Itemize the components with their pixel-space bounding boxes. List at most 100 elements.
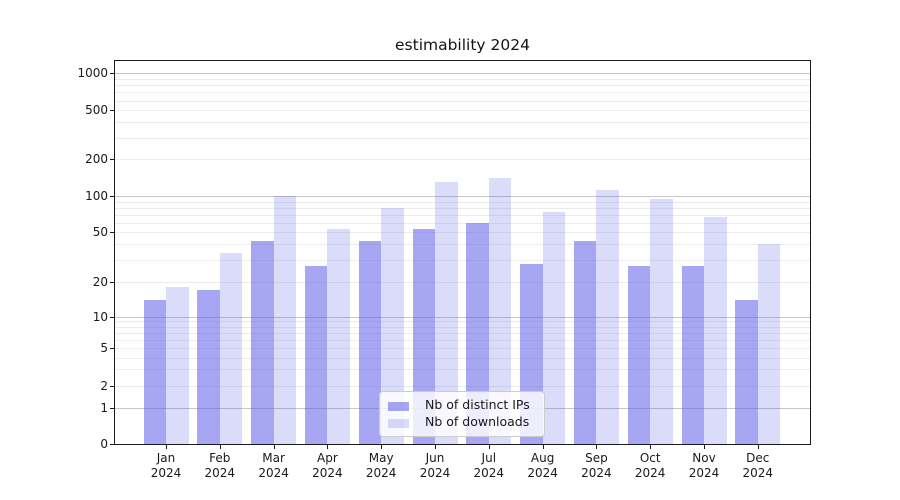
chart-title: estimability 2024: [395, 36, 530, 54]
x-tick-mark-apr: [327, 445, 329, 449]
x-tick-mark-feb: [219, 445, 221, 449]
legend: Nb of distinct IPs Nb of downloads: [379, 391, 545, 437]
bar-downloads-jan: [166, 287, 189, 444]
legend-swatch-distinct-ips: [388, 402, 409, 411]
bar-ips-sep: [573, 240, 597, 444]
x-tick-mark-oct: [650, 445, 652, 449]
gridline-major-1000: [115, 73, 810, 75]
y-tick-label-50: 50: [92, 225, 108, 240]
x-tick-label-feb: Feb 2024: [204, 451, 236, 480]
gridline-minor-7: [115, 332, 810, 334]
bar-downloads-apr: [327, 229, 350, 444]
gridline-minor-900: [115, 78, 810, 80]
bar-ips-dec: [735, 299, 758, 444]
y-tick-mark-500: [110, 110, 114, 112]
x-tick-label-may: May 2024: [365, 451, 397, 480]
y-tick-label-1: 1: [100, 400, 108, 415]
bar-ips-jul: [466, 222, 489, 444]
y-tick-mark-2: [110, 386, 114, 387]
gridline-minor-70: [115, 214, 810, 216]
x-tick-mark-nov: [704, 445, 705, 449]
gridline-minor-2: [115, 386, 810, 387]
gridline-minor-600: [115, 100, 810, 102]
bar-downloads-oct: [650, 198, 673, 444]
gridline-minor-3: [115, 369, 810, 371]
bar-downloads-mar: [273, 196, 297, 444]
legend-row-distinct-ips: Nb of distinct IPs: [380, 397, 544, 416]
legend-swatch-downloads: [388, 419, 409, 428]
x-tick-label-apr: Apr 2024: [312, 451, 343, 480]
bar-downloads-aug: [542, 211, 566, 444]
gridline-minor-40: [115, 244, 810, 246]
gridline-minor-500: [115, 110, 810, 112]
x-tick-label-dec: Dec 2024: [742, 451, 774, 480]
y-tick-label-5: 5: [100, 341, 108, 356]
x-tick-label-jan: Jan 2024: [150, 451, 182, 480]
y-tick-mark-200: [110, 159, 114, 161]
y-tick-label-20: 20: [92, 275, 108, 289]
gridline-minor-400: [115, 122, 810, 124]
y-tick-label-0: 0: [100, 437, 108, 451]
x-tick-mark-may: [381, 445, 383, 449]
bar-downloads-may: [381, 207, 404, 444]
y-tick-mark-1000: [110, 73, 114, 75]
y-tick-mark-50: [110, 232, 114, 234]
x-tick-label-sep: Sep 2024: [581, 451, 612, 480]
gridline-major-100: [115, 196, 810, 197]
gridline-minor-8: [115, 326, 810, 328]
gridline-minor-800: [115, 85, 810, 87]
y-tick-label-1000: 1000: [77, 66, 108, 81]
bar-ips-jun: [412, 229, 435, 444]
gridline-minor-9: [115, 321, 810, 323]
y-tick-label-2: 2: [100, 379, 108, 393]
x-tick-label-jul: Jul 2024: [473, 451, 505, 480]
gridline-minor-30: [115, 260, 810, 261]
y-tick-label-200: 200: [85, 152, 108, 167]
x-tick-mark-jul: [488, 445, 490, 449]
bar-downloads-dec: [757, 244, 781, 444]
x-tick-mark-jan: [166, 445, 167, 449]
y-tick-label-10: 10: [92, 309, 108, 324]
gridline-minor-6: [115, 339, 810, 341]
bar-downloads-jul: [488, 178, 512, 444]
y-tick-label-100: 100: [85, 189, 108, 203]
x-tick-label-jun: Jun 2024: [419, 451, 451, 480]
bar-downloads-jun: [435, 182, 458, 444]
x-tick-label-nov: Nov 2024: [688, 451, 720, 480]
y-tick-mark-10: [110, 316, 114, 318]
y-tick-mark-1: [110, 407, 114, 409]
bar-ips-mar: [251, 240, 274, 444]
x-tick-label-aug: Aug 2024: [527, 451, 558, 480]
bar-ips-oct: [627, 265, 651, 444]
bar-downloads-sep: [596, 189, 619, 444]
bar-downloads-feb: [219, 253, 243, 444]
x-tick-mark-jun: [435, 445, 436, 449]
bar-ips-apr: [304, 265, 328, 444]
plot-area: Nb of distinct IPs Nb of downloads: [114, 60, 811, 445]
bar-downloads-nov: [704, 217, 727, 444]
bar-ips-jan: [143, 299, 166, 444]
gridline-minor-200: [115, 159, 810, 161]
gridline-major-10: [115, 316, 810, 318]
gridline-minor-300: [115, 137, 810, 139]
x-tick-mark-mar: [273, 445, 275, 449]
gridline-minor-90: [115, 201, 810, 203]
legend-row-downloads: Nb of downloads: [380, 414, 544, 433]
legend-label-distinct-ips: Nb of distinct IPs: [425, 397, 530, 412]
x-tick-label-oct: Oct 2024: [634, 451, 666, 480]
x-tick-mark-sep: [596, 445, 598, 449]
gridline-minor-60: [115, 222, 810, 224]
gridline-minor-700: [115, 92, 810, 94]
y-tick-mark-20: [110, 282, 114, 283]
legend-label-downloads: Nb of downloads: [425, 414, 530, 429]
bar-ips-may: [358, 240, 382, 444]
gridline-minor-80: [115, 207, 810, 209]
gridline-minor-4: [115, 357, 810, 359]
gridline-minor-20: [115, 282, 810, 283]
gridline-minor-5: [115, 348, 810, 350]
x-tick-mark-dec: [757, 445, 759, 449]
y-tick-label-500: 500: [85, 103, 108, 118]
y-tick-mark-5: [110, 348, 114, 350]
bar-ips-nov: [681, 265, 704, 444]
